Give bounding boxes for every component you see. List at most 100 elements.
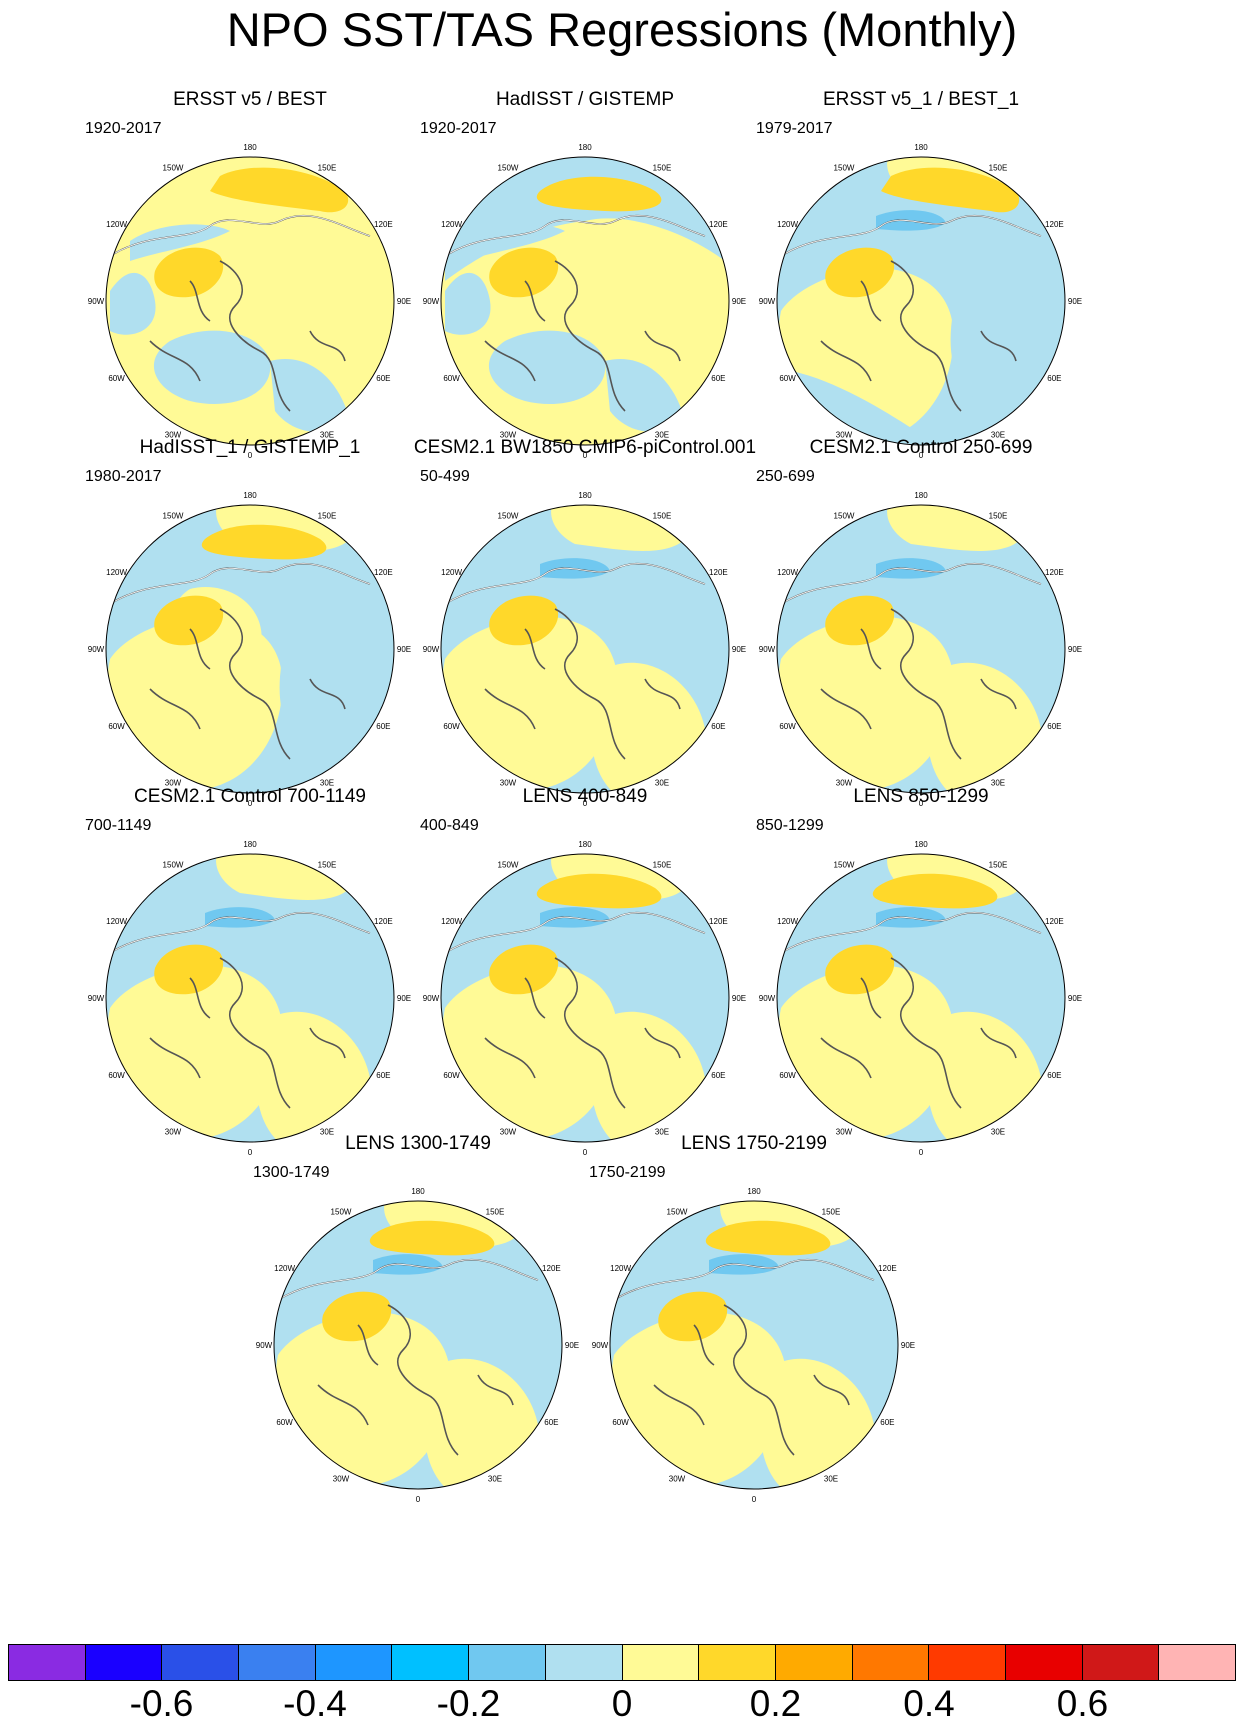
longitude-label: 150E xyxy=(318,164,337,173)
positive-region xyxy=(778,965,954,1140)
longitude-label: 0 xyxy=(583,799,588,808)
strong-positive-region xyxy=(881,167,1020,213)
positive-region xyxy=(551,505,685,551)
panel-title: CESM2.1 Control 250-699 xyxy=(809,437,1033,458)
sea-ice-edge xyxy=(109,563,371,605)
longitude-label: 150W xyxy=(498,164,519,173)
panel-period: 1920-2017 xyxy=(420,120,497,137)
longitude-label: 90W xyxy=(88,994,105,1003)
colorbar-swatch xyxy=(315,1645,393,1680)
longitude-label: 30W xyxy=(500,778,517,787)
negative-region xyxy=(445,157,725,281)
strong-positive-region xyxy=(825,247,895,298)
colorbar-label: -0.6 xyxy=(129,1683,194,1724)
longitude-label: 0 xyxy=(919,1148,924,1157)
longitude-label: 90E xyxy=(1068,645,1082,654)
panel-period: 400-849 xyxy=(420,817,479,834)
sea-ice-edge xyxy=(277,1259,539,1301)
polar-map: 180 150E 120E 90E 60E 30E 0 30W 60W 90W 120W 150W xyxy=(423,143,746,460)
longitude-label: 0 xyxy=(919,799,924,808)
longitude-label: 150E xyxy=(989,512,1008,521)
longitude-label: 120W xyxy=(441,220,462,229)
strong-positive-region xyxy=(536,176,662,212)
longitude-label: 60W xyxy=(108,374,125,383)
strong-positive-region xyxy=(658,1291,728,1342)
longitude-label: 60E xyxy=(544,1418,558,1427)
longitude-label: 30E xyxy=(824,1474,838,1483)
longitude-label: 30W xyxy=(836,430,853,439)
negative-region xyxy=(791,371,931,444)
longitude-label: 150E xyxy=(653,164,672,173)
positive-region xyxy=(107,965,283,1140)
longitude-label: 120W xyxy=(777,220,798,229)
longitude-label: 30E xyxy=(655,430,669,439)
longitude-label: 120W xyxy=(106,220,127,229)
longitude-label: 60W xyxy=(108,1071,125,1080)
longitude-label: 90W xyxy=(423,297,440,306)
longitude-label: 60W xyxy=(779,722,796,731)
longitude-label: 180 xyxy=(243,840,257,849)
colorbar-label: -0.2 xyxy=(436,1683,501,1724)
longitude-label: 120E xyxy=(709,220,728,229)
map-border xyxy=(776,853,1066,1143)
longitude-label: 150W xyxy=(498,512,519,521)
longitude-label: 150W xyxy=(331,1208,352,1217)
strong-positive-region xyxy=(489,247,559,298)
longitude-label: 180 xyxy=(578,840,592,849)
longitude-label: 30W xyxy=(333,1474,350,1483)
longitude-label: 60E xyxy=(711,722,725,731)
longitude-label: 120W xyxy=(777,568,798,577)
strong-positive-region xyxy=(705,1220,831,1256)
longitude-label: 0 xyxy=(248,799,253,808)
negative-region xyxy=(279,622,381,751)
longitude-label: 90E xyxy=(901,1341,915,1350)
panel-period: 1980-2017 xyxy=(85,468,162,485)
sea-ice-edge xyxy=(444,215,706,257)
longitude-label: 60W xyxy=(443,1071,460,1080)
panel-period: 700-1149 xyxy=(85,817,152,834)
panel-title: ERSST v5 / BEST xyxy=(173,89,327,110)
longitude-label: 90W xyxy=(759,645,776,654)
negative-region xyxy=(605,359,685,432)
longitude-label: 150E xyxy=(822,1208,841,1217)
longitude-label: 30W xyxy=(165,1127,182,1136)
panel-period: 1979-2017 xyxy=(756,120,833,137)
longitude-label: 120E xyxy=(709,568,728,577)
colorbar-swatch xyxy=(392,1645,470,1680)
polar-map: 180 150E 120E 90E 60E 30E 0 30W 60W 90W 120W 150W xyxy=(88,840,411,1157)
sea-ice-edge xyxy=(444,563,706,605)
longitude-label: 0 xyxy=(752,1495,757,1504)
map-border xyxy=(776,156,1066,446)
longitude-label: 30W xyxy=(500,1127,517,1136)
panel-title: LENS 850-1299 xyxy=(853,786,989,807)
map-panel: LENS 400-849 400-849 180 150E 120E 90E 60E 30E 0… xyxy=(405,785,765,1157)
longitude-label: 180 xyxy=(914,840,928,849)
longitude-label: 60E xyxy=(711,1071,725,1080)
polar-map: 180 150E 120E 90E 60E 30E 0 30W 60W 90W 120W 150W xyxy=(759,491,1082,808)
longitude-label: 150W xyxy=(163,164,184,173)
longitude-label: 90W xyxy=(592,1341,609,1350)
longitude-label: 90E xyxy=(732,994,746,1003)
longitude-label: 120E xyxy=(1045,568,1064,577)
longitude-label: 150E xyxy=(486,1208,505,1217)
longitude-label: 120E xyxy=(1045,220,1064,229)
negative-region xyxy=(270,359,350,432)
longitude-label: 60E xyxy=(1047,722,1061,731)
polar-map: 180 150E 120E 90E 60E 30E 0 30W 60W 90W 120W 150W xyxy=(256,1187,579,1504)
longitude-label: 0 xyxy=(248,1148,253,1157)
map-panel: LENS 1300-1749 1300-1749 180 150E 120E 90E 60E… xyxy=(238,1132,598,1504)
longitude-label: 90E xyxy=(732,645,746,654)
longitude-label: 90E xyxy=(397,645,411,654)
longitude-label: 60W xyxy=(779,1071,796,1080)
longitude-label: 90E xyxy=(565,1341,579,1350)
longitude-label: 0 xyxy=(583,451,588,460)
strong-positive-region xyxy=(154,247,224,298)
longitude-label: 30E xyxy=(320,430,334,439)
longitude-label: 180 xyxy=(578,491,592,500)
longitude-label: 60E xyxy=(376,374,390,383)
longitude-label: 60W xyxy=(108,722,125,731)
positive-region xyxy=(778,616,954,791)
map-panel: CESM2.1 Control 250-699 250-699 180 150E 120… xyxy=(741,436,1101,808)
longitude-label: 90E xyxy=(1068,994,1082,1003)
longitude-label: 150W xyxy=(834,164,855,173)
